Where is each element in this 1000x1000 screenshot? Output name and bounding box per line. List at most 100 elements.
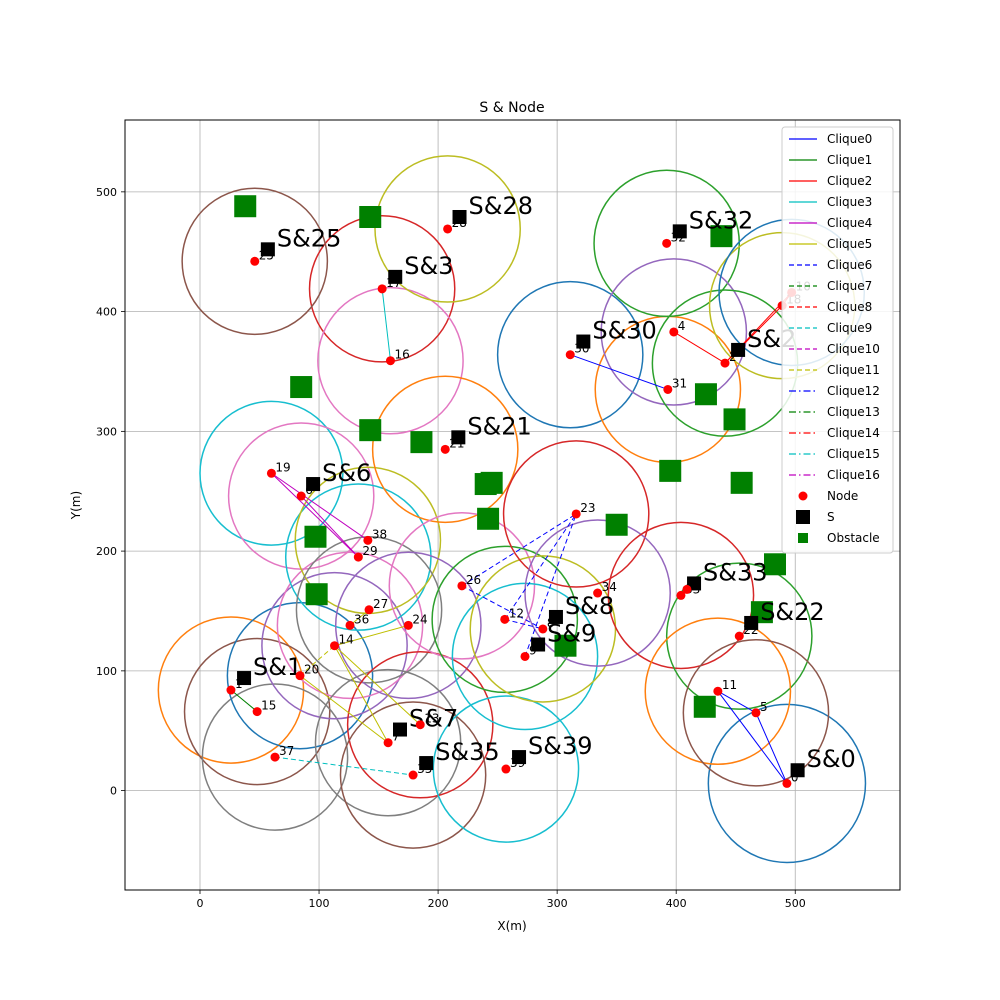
station-label: S&8 [565,592,614,620]
legend-label: Clique4 [827,216,872,230]
node-label: 37 [279,744,294,758]
obstacle-square [410,431,433,454]
clique-edge [274,756,414,776]
legend-label: Clique7 [827,279,872,293]
legend-label: Clique11 [827,363,880,377]
obstacle-square [764,553,786,576]
obstacle-square [477,507,500,530]
x-tick-label: 100 [309,897,330,910]
legend-square-swatch [798,533,808,543]
station-label: S&0 [807,745,856,773]
station-square [393,722,407,737]
node-label: 1 [235,677,243,691]
coverage-circle [317,286,464,435]
node-point [720,358,730,368]
legend-label: S [827,510,835,524]
node-label: 11 [722,678,737,692]
node-point [520,651,530,661]
node-label: 13 [424,712,439,726]
station-square [260,242,275,257]
node-label: 16 [394,348,409,362]
node-point [408,770,418,780]
coverage-circle [496,280,644,429]
legend-label: Clique3 [827,195,872,209]
y-tick-label: 100 [96,665,117,678]
obstacle-square [723,408,746,431]
node-point [782,778,792,788]
x-tick-label: 200 [428,897,449,910]
node-point [676,590,686,600]
node-label: 21 [449,436,464,450]
legend: Clique0 Clique1 Clique2 Clique3 Clique4 Cliqu… [781,126,894,554]
node-point [565,350,575,360]
coverage-circle [371,375,519,524]
station-label: S&6 [322,459,371,487]
station-square [306,477,321,492]
node-point [663,384,673,394]
clique-edge [334,645,389,743]
node-label: 14 [339,633,354,647]
y-tick-label: 300 [96,425,117,438]
node-label: 22 [743,623,758,637]
obstacle-square [710,225,733,248]
x-tick-label: 0 [197,897,204,910]
obstacle-square [554,634,577,657]
station-square [744,615,759,630]
node-point [403,620,413,630]
x-tick-label: 300 [547,897,568,910]
node-point [500,614,510,624]
coverage-circle [524,519,671,667]
node-point [593,588,603,598]
node-label: 25 [259,248,274,262]
legend-label: Node [827,489,858,503]
coverage-circle [201,683,349,831]
clique-edge [504,513,577,620]
node-point [734,631,744,641]
station-square [237,671,252,686]
plot-area: S&0S&1S&2S&3S&6S&7S&8S&9S&21S&22S&25S&28… [157,155,867,864]
station-square [790,763,805,778]
coverage-circle [183,637,331,786]
node-label: 20 [304,663,319,677]
station-label: S&22 [760,598,825,626]
clique-edge [271,472,359,558]
station-label: S&32 [689,206,754,234]
legend-label: Clique16 [827,468,880,482]
station-square [451,430,466,445]
coverage-circle [432,695,580,843]
station-label: S&1 [253,653,302,681]
clique-edge [334,645,421,726]
x-tick-label: 400 [666,897,687,910]
coverage-circle [346,650,494,799]
legend-label: Clique13 [827,405,880,419]
clique-edge [504,618,543,630]
node-point [266,468,276,478]
station-label: S&35 [435,738,500,766]
station-label: S&33 [703,558,768,586]
obstacle-square [359,419,382,442]
node-point [383,738,393,748]
station-label: S&39 [528,732,593,760]
node-label: 6 [305,483,313,497]
node-point [538,624,548,634]
node-label: 9 [529,643,537,657]
node-point [662,238,672,248]
station-square [388,269,403,284]
node-point [440,444,450,454]
node-point [385,356,395,366]
legend-label: Clique12 [827,384,880,398]
clique-edge [381,288,391,361]
node-label: 23 [580,501,595,515]
obstacle-square [304,525,327,548]
node-label: 38 [372,527,387,541]
y-tick-label: 400 [96,306,117,319]
node-label: 17 [386,276,401,290]
clique-edge [299,675,389,744]
coverage-circle [334,551,482,700]
x-tick-label: 500 [785,897,806,910]
obstacle-square [474,473,497,496]
obstacle-square [305,583,328,606]
legend-label: Obstacle [827,531,880,545]
station-square [531,637,546,652]
